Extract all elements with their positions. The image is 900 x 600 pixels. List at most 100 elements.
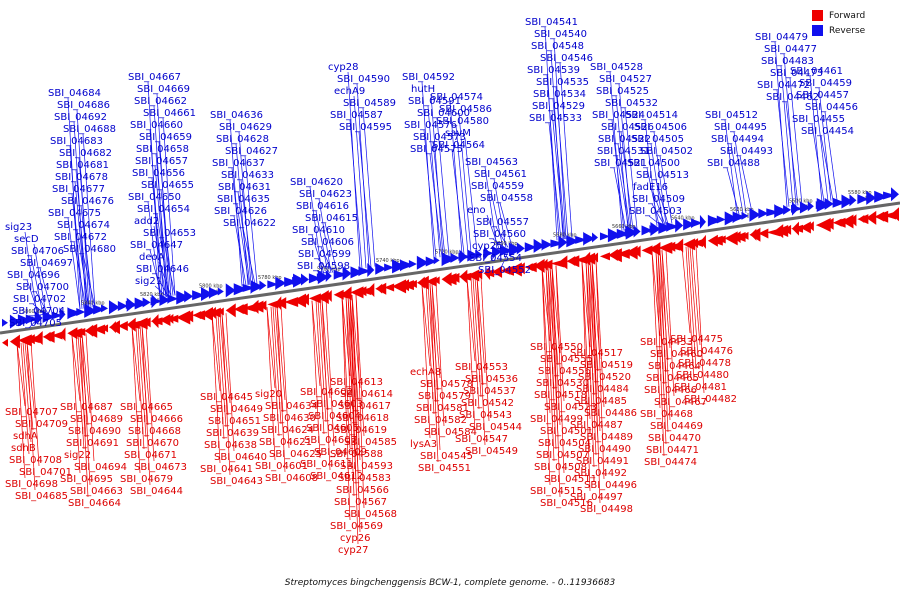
reverse-connector: [464, 137, 478, 252]
forward-gene-arrow: [442, 273, 457, 286]
reverse-connector: [423, 129, 437, 258]
reverse-gene-arrow: [276, 277, 287, 290]
forward-gene-label: SBI_04685: [15, 491, 68, 502]
reverse-gene-label: SBI_04610: [292, 225, 345, 236]
forward-connector: [659, 250, 669, 433]
reverse-connector: [785, 101, 799, 206]
reverse-gene-label: SBI_04661: [143, 108, 196, 119]
forward-gene-label: SBI_04499: [530, 414, 583, 425]
forward-gene-arrow: [783, 224, 792, 235]
forward-gene-label: SBI_04643: [210, 476, 263, 487]
reverse-gene-arrow: [475, 249, 483, 260]
forward-connector: [22, 342, 32, 443]
forward-gene-label: SBI_04602: [300, 387, 353, 398]
reverse-gene-arrow: [558, 235, 568, 250]
forward-connector: [581, 261, 591, 492]
reverse-gene-arrow: [267, 280, 279, 289]
forward-gene-arrow: [392, 279, 407, 294]
forward-gene-label: SBI_04709: [15, 419, 68, 430]
reverse-connector: [67, 217, 81, 310]
forward-gene-label: SBI_04649: [210, 404, 263, 415]
reverse-gene-label: SBI_04620: [290, 177, 343, 188]
forward-gene-label: SBI_04585: [344, 437, 397, 448]
reverse-gene-label: SBI_04525: [596, 86, 649, 97]
reverse-gene-labels: sig23secDSBI_04706SBI_04697SBI_04696SBI_…: [5, 17, 858, 329]
reverse-gene-label: SBI_04509: [632, 194, 685, 205]
reverse-gene-label: SBI_04524: [592, 110, 645, 121]
forward-gene-arrow: [2, 338, 8, 347]
reverse-gene-arrow: [625, 225, 638, 240]
reverse-gene-arrow: [17, 314, 32, 327]
reverse-gene-arrow: [891, 187, 899, 202]
reverse-connector: [495, 226, 509, 248]
reverse-gene-label: secD: [14, 234, 39, 245]
reverse-gene-arrow: [317, 270, 329, 285]
forward-connector: [691, 245, 701, 346]
forward-connector: [695, 245, 705, 394]
reverse-gene-arrow: [9, 314, 20, 329]
reverse-connector: [78, 157, 92, 308]
forward-connector: [651, 251, 661, 409]
forward-connector: [421, 284, 431, 439]
forward-gene-label: SBI_04664: [68, 498, 121, 509]
reverse-connector: [33, 243, 47, 315]
reverse-connector: [652, 191, 666, 225]
forward-connector: [555, 265, 565, 474]
reverse-gene-label: SBI_04552: [478, 265, 531, 276]
forward-gene-arrow: [234, 304, 244, 315]
reverse-gene-label: sig23: [5, 222, 32, 233]
forward-gene-label: SBI_04486: [584, 408, 637, 419]
forward-gene-label: SBI_04581: [416, 403, 469, 414]
forward-gene-label: SBI_04498: [580, 504, 633, 515]
reverse-gene-label: SBI_04580: [436, 116, 489, 127]
reverse-gene-arrow: [109, 301, 116, 314]
forward-gene-label: SBI_04617: [338, 401, 391, 412]
reverse-gene-arrow: [350, 266, 364, 279]
reverse-connector: [458, 113, 472, 253]
reverse-gene-arrow: [741, 211, 749, 220]
forward-connector: [77, 334, 87, 438]
reverse-gene-arrow: [592, 232, 599, 243]
forward-gene-label: SBI_04556: [538, 366, 591, 377]
reverse-gene-label: SBI_04631: [218, 182, 271, 193]
forward-gene-arrow: [750, 228, 757, 241]
forward-connector: [341, 296, 351, 449]
reverse-gene-arrow: [858, 195, 865, 204]
reverse-connector: [730, 143, 744, 214]
forward-connector: [347, 295, 357, 485]
axis-tick-label: 5780 kbp: [258, 275, 282, 281]
reverse-gene-arrow: [308, 273, 321, 284]
reverse-gene-label: SBI_04615: [305, 213, 358, 224]
forward-gene-arrow: [608, 249, 618, 262]
reverse-gene-label: SBI_04656: [132, 168, 185, 179]
reverse-gene-arrow: [26, 315, 40, 324]
forward-gene-label: SBI_04694: [74, 462, 127, 473]
reverse-connector: [158, 261, 172, 297]
reverse-connector: [820, 135, 834, 201]
reverse-gene-arrow: [833, 198, 842, 207]
reverse-gene-label: SBI_04676: [61, 196, 114, 207]
reverse-connector: [69, 145, 83, 309]
reverse-connector: [39, 267, 53, 314]
reverse-connector: [432, 141, 446, 257]
reverse-gene-label: add2: [134, 216, 159, 227]
forward-gene-arrow: [417, 276, 425, 289]
forward-connector: [219, 314, 229, 416]
forward-gene-label: SBI_04485: [574, 396, 627, 407]
forward-gene-label: SBI_04489: [580, 432, 633, 443]
reverse-gene-arrow: [508, 242, 522, 257]
reverse-gene-label: SBI_04503: [629, 206, 682, 217]
forward-gene-label: SBI_04583: [338, 473, 391, 484]
reverse-gene-label: SBI_04495: [714, 122, 767, 133]
forward-connector: [345, 295, 355, 497]
reverse-gene-arrow: [2, 318, 8, 327]
reverse-gene-arrow: [101, 304, 109, 313]
reverse-gene-label: SBI_04669: [137, 84, 190, 95]
forward-connector: [217, 314, 227, 428]
reverse-gene-label: SBI_04650: [128, 192, 181, 203]
reverse-gene-arrow: [650, 222, 661, 237]
forward-gene-label: SBI_04579: [418, 391, 471, 402]
reverse-gene-arrow: [492, 245, 503, 258]
reverse-connector: [233, 215, 247, 286]
